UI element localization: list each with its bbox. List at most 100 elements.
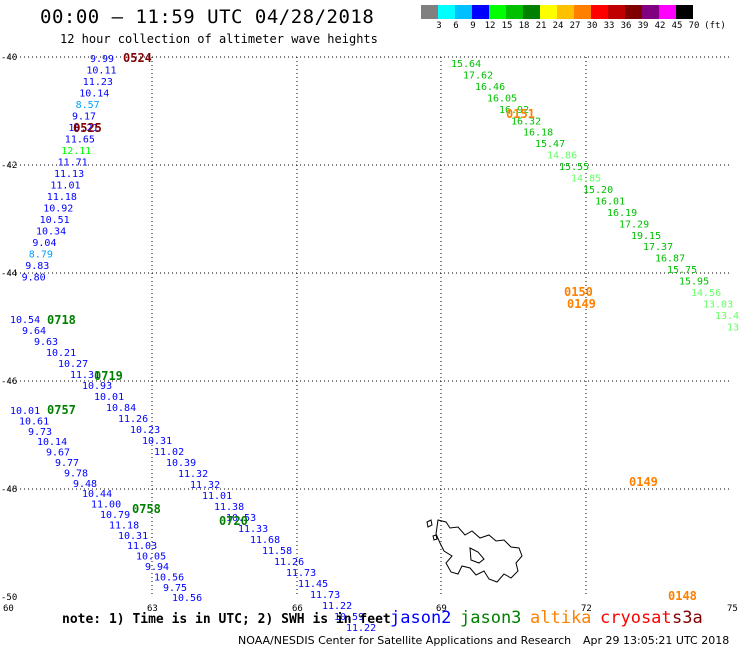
wave-height-value: 11.02: [154, 447, 184, 458]
legend-swatch: [642, 5, 659, 19]
wave-height-value: 9.64: [22, 326, 46, 337]
wave-height-value: 11.65: [65, 135, 95, 146]
y-axis-label: -44: [1, 269, 17, 279]
wave-height-value: 10.54: [10, 315, 40, 326]
legend-swatch: [676, 5, 693, 19]
wave-height-value: 16.05: [487, 93, 517, 104]
wave-height-value: 13.73: [727, 322, 740, 333]
islet-outline: [426, 519, 433, 528]
wave-height-value: 9.04: [32, 238, 56, 249]
islet-outline: [432, 534, 438, 541]
legend-swatch: [625, 5, 642, 19]
y-axis-label: -46: [1, 377, 17, 387]
wave-height-value: 9.94: [145, 562, 169, 573]
wave-height-value: 10.31: [142, 436, 172, 447]
wave-height-value: 15.20: [583, 185, 613, 196]
island-outline: [435, 519, 523, 583]
wave-height-value: 16.87: [655, 254, 685, 265]
wave-height-value: 11.33: [238, 524, 268, 535]
wave-height-value: 10.56: [154, 572, 184, 583]
pass-label: 0758: [132, 502, 161, 516]
wave-height-value: 9.17: [72, 112, 96, 123]
wave-height-value: 9.63: [34, 337, 58, 348]
footer-credit: NOAA/NESDIS Center for Satellite Applica…: [238, 634, 572, 647]
color-legend: 3 6 9 12 15 18 21 24 27 30 33 36 39 42 45 70 (ft): [421, 5, 740, 33]
wave-height-value: 10.61: [19, 416, 49, 427]
legend-swatch: [489, 5, 506, 19]
wave-height-value: 9.83: [25, 261, 49, 272]
pass-label: 0149: [567, 297, 596, 311]
wave-height-value: 15.64: [451, 59, 481, 70]
y-axis-label: -50: [1, 593, 17, 603]
wave-height-value: 14.56: [691, 288, 721, 299]
wave-height-value: 10.27: [58, 359, 88, 370]
legend-swatch: [523, 5, 540, 19]
wave-height-value: 11.00: [91, 500, 121, 511]
wave-height-value: 10.79: [100, 510, 130, 521]
footer-timestamp: Apr 29 13:05:21 UTC 2018: [583, 634, 730, 647]
wave-height-value: 19.15: [631, 231, 661, 242]
wave-height-value: 10.53: [226, 513, 256, 524]
wave-height-value: 9.99: [90, 54, 114, 65]
page-title: 00:00 – 11:59 UTC 04/28/2018: [40, 6, 375, 28]
wave-height-value: 9.73: [28, 427, 52, 438]
legend-labels: 3 6 9 12 15 18 21 24 27 30 33 36 39 42 45 70 (ft): [421, 19, 740, 33]
wave-height-value: 11.23: [83, 77, 113, 88]
wave-height-value: 10.14: [79, 89, 109, 100]
legend-swatch: [659, 5, 676, 19]
wave-height-value: 10.93: [82, 381, 112, 392]
wave-height-value: 10.34: [36, 227, 66, 238]
legend-label: 12: [484, 21, 496, 31]
wave-height-value: 9.78: [64, 468, 88, 479]
wave-height-value: 16.46: [475, 82, 505, 93]
wave-height-value: 11.22: [346, 623, 376, 634]
wave-height-value: 16.18: [523, 128, 553, 139]
wave-height-value: 17.29: [619, 219, 649, 230]
wave-height-value: 11.45: [298, 579, 328, 590]
legend-swatch: [438, 5, 455, 19]
wave-height-value: 11.03: [127, 541, 157, 552]
wave-height-value: 9.80: [22, 273, 46, 284]
legend-label: 3: [436, 21, 442, 31]
wave-height-value: 16.19: [607, 208, 637, 219]
wave-height-value: 10.14: [37, 437, 67, 448]
wave-height-value: 15.55: [559, 162, 589, 173]
legend-swatch: [506, 5, 523, 19]
x-axis-label: 60: [3, 604, 14, 614]
wave-height-value: 15.75: [667, 265, 697, 276]
page-subtitle: 12 hour collection of altimeter wave hei…: [60, 32, 378, 46]
wave-height-value: 14.86: [547, 151, 577, 162]
legend-label: 70: [688, 21, 700, 31]
wave-height-value: 11.01: [50, 181, 80, 192]
pass-label: 0524: [123, 51, 152, 65]
satellite-label-cryosat: cryosat: [600, 608, 672, 628]
wave-height-value: 12.11: [61, 146, 91, 157]
legend-swatch: [574, 5, 591, 19]
wave-height-value: 11.73: [286, 568, 316, 579]
wave-height-value: 16.92: [499, 105, 529, 116]
wave-height-value: 9.75: [163, 583, 187, 594]
pass-label: 0148: [668, 589, 697, 603]
x-axis-label: 72: [581, 604, 592, 614]
wave-height-value: 11.58: [262, 546, 292, 557]
x-axis-label: 69: [436, 604, 447, 614]
legend-label: 21: [535, 21, 547, 31]
pass-label: 0151: [506, 107, 535, 121]
y-axis-label: -48: [1, 485, 17, 495]
legend-swatch: [540, 5, 557, 19]
satellite-label-jason2: jason2: [390, 608, 452, 628]
wave-height-value: 10.11: [86, 66, 116, 77]
wave-height-value: 10.84: [106, 403, 136, 414]
legend-label: 18: [518, 21, 530, 31]
wave-height-value: 11.73: [310, 590, 340, 601]
y-axis-label: -42: [1, 161, 17, 171]
legend-label: 24: [552, 21, 564, 31]
legend-label: 6: [453, 21, 459, 31]
pass-label: 0525: [73, 121, 102, 135]
wave-height-value: 11.26: [118, 414, 148, 425]
legend-swatch: [591, 5, 608, 19]
wave-height-value: 16.32: [511, 116, 541, 127]
wave-height-value: 11.18: [47, 192, 77, 203]
wave-height-value: 16.01: [595, 196, 625, 207]
